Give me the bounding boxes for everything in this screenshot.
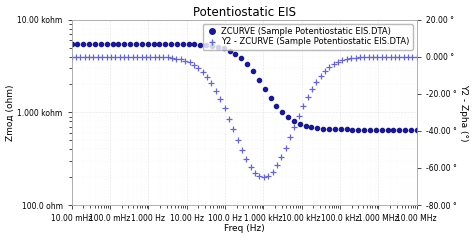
Title: Potentiostatic EIS: Potentiostatic EIS [193, 5, 296, 19]
Y-axis label: Y2 - Zpha (°): Y2 - Zpha (°) [459, 84, 468, 141]
Y-axis label: Zmод (ohm): Zmод (ohm) [6, 84, 15, 141]
Legend: ZCURVE (Sample Potentiostatic EIS.DTA), Y2 - ZCURVE (Sample Potentiostatic EIS.D: ZCURVE (Sample Potentiostatic EIS.DTA), … [202, 24, 412, 50]
X-axis label: Freq (Hz): Freq (Hz) [224, 224, 264, 234]
